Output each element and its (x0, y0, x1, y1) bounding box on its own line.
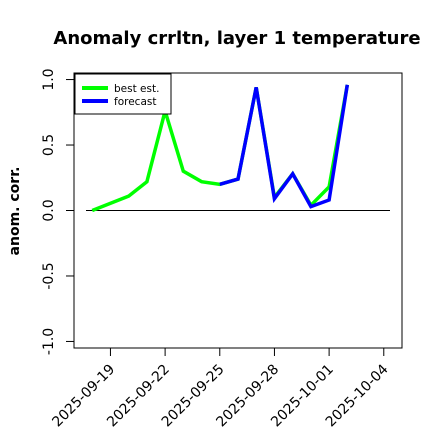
legend-label-forecast: forecast (114, 96, 156, 108)
y-tick-label: 0.0 (41, 199, 57, 221)
chart-title: Anomaly crrltn, layer 1 temperature (53, 28, 420, 49)
legend-label-best-est: best est. (114, 83, 159, 95)
y-axis-label: anom. corr. (7, 167, 23, 256)
x-axis: 2025-09-192025-09-222025-09-252025-09-28… (49, 348, 392, 430)
y-axis: -1.0 -0.5 0.0 0.5 1.0 (41, 68, 74, 355)
y-tick-label: -1.0 (41, 328, 57, 355)
series-line-1 (219, 84, 350, 209)
series-layer (91, 84, 350, 213)
y-tick-label: -0.5 (41, 262, 57, 289)
legend: best est. forecast (74, 73, 172, 115)
y-tick-label: 1.0 (41, 68, 57, 90)
legend-box (74, 73, 172, 115)
y-tick-label: 0.5 (41, 134, 57, 156)
